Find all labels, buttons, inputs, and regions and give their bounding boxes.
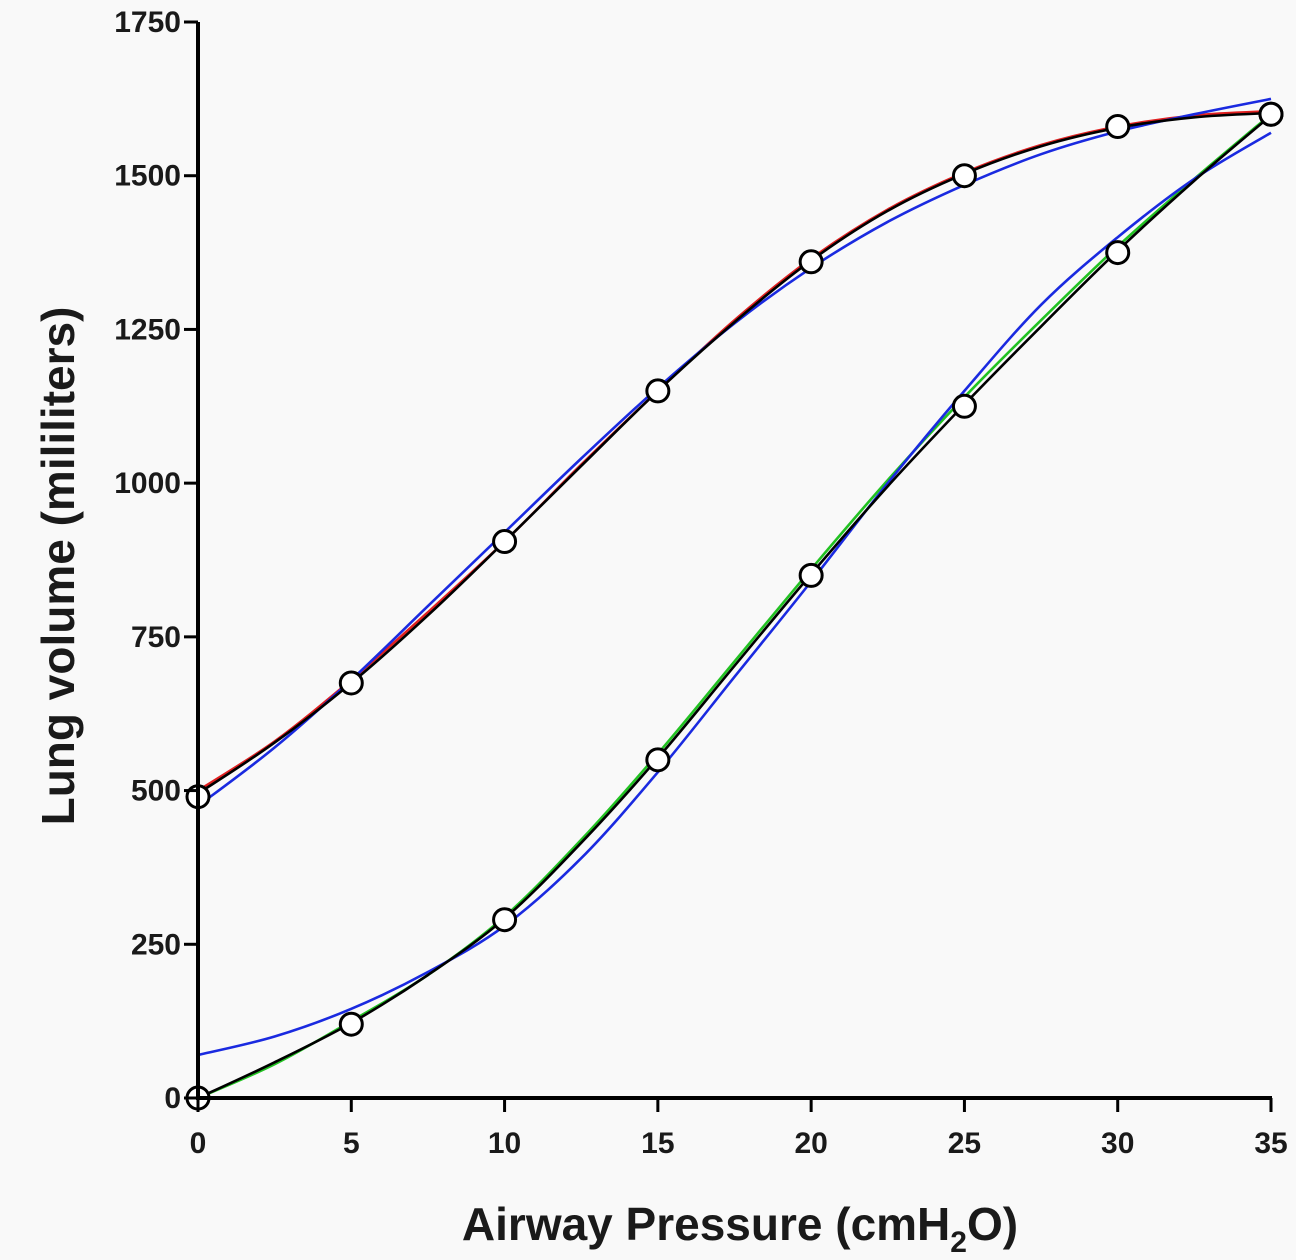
y-tick-label-1: 250 [131, 928, 181, 961]
fit-curve-blue-4 [197, 131, 1272, 1057]
data-point-1-5 [951, 393, 977, 419]
x-tick-label-7: 35 [1254, 1127, 1287, 1160]
x-axis-title: Airway Pressure (cmH2O) [462, 1198, 1018, 1259]
axes [196, 22, 1272, 1100]
data-point-1-2 [492, 907, 518, 933]
fit-curve-black-5 [197, 114, 1272, 1100]
x-tick-label-0: 0 [190, 1127, 207, 1160]
y-tick-label-4: 1000 [114, 467, 181, 500]
x-tick-label-5: 25 [948, 1127, 981, 1160]
x-tick-label-1: 5 [343, 1127, 360, 1160]
data-point-0-5 [951, 163, 977, 189]
y-tick-label-0: 0 [164, 1082, 181, 1115]
data-point-0-2 [492, 529, 518, 555]
x-axis-title-subscript: 2 [950, 1226, 967, 1259]
x-tick-label-6: 30 [1101, 1127, 1134, 1160]
y-tick-label-3: 750 [131, 621, 181, 654]
fit-curve-blue-1 [197, 97, 1272, 807]
x-tick-label-2: 10 [488, 1127, 521, 1160]
data-point-1-1 [338, 1011, 364, 1037]
y-tick-label-6: 1500 [114, 160, 181, 193]
data-point-0-4 [798, 249, 824, 275]
data-point-1-6 [1105, 240, 1131, 266]
data-point-1-7 [1258, 101, 1284, 127]
data-point-0-3 [645, 378, 671, 404]
data-point-1-4 [798, 562, 824, 588]
data-point-0-6 [1105, 114, 1131, 140]
x-axis-title-end: O) [967, 1198, 1018, 1250]
axis-ticks: 0 250 500 750 1000 1250 1500 1750 0 5 10 15 20 25 30 35 [114, 6, 1287, 1160]
plot-area [185, 97, 1284, 1111]
y-tick-label-2: 500 [131, 775, 181, 808]
x-tick-label-4: 20 [794, 1127, 827, 1160]
x-tick-label-3: 15 [641, 1127, 674, 1160]
data-point-1-3 [645, 747, 671, 773]
y-axis-title: Lung volume (mililiters) [32, 307, 84, 826]
y-tick-label-5: 1250 [114, 313, 181, 346]
data-point-0-1 [338, 670, 364, 696]
fit-curve-black-2 [197, 111, 1272, 795]
y-tick-label-7: 1750 [114, 6, 181, 39]
